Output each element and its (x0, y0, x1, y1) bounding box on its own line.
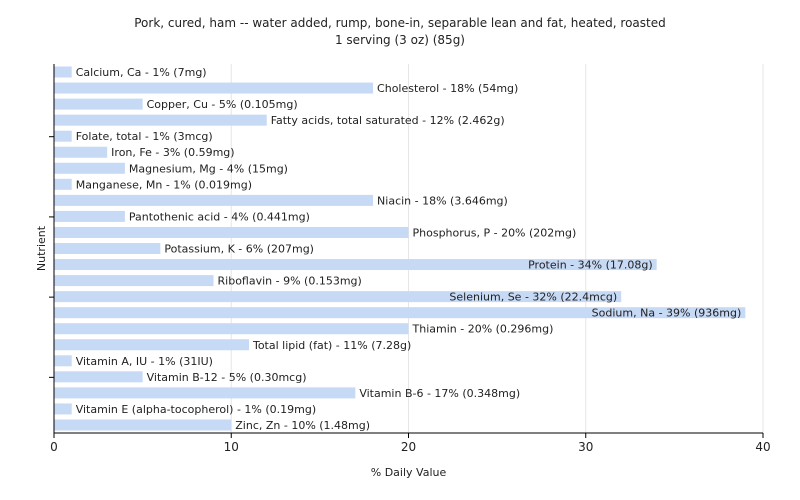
bar-label: Potassium, K - 6% (207mg) (164, 243, 314, 256)
bar-label: Fatty acids, total saturated - 12% (2.46… (271, 114, 505, 127)
bar (54, 419, 232, 431)
bar-label: Phosphorus, P - 20% (202mg) (413, 226, 577, 239)
bar (54, 323, 409, 335)
bar-label: Cholesterol - 18% (54mg) (377, 82, 518, 95)
x-tick-label: 40 (755, 440, 770, 454)
bar (54, 130, 72, 142)
bar (54, 82, 374, 94)
bar (54, 226, 409, 238)
y-axis-title: Nutrient (35, 225, 48, 271)
bar-label: Protein - 34% (17.08g) (528, 259, 653, 272)
bar (54, 98, 143, 110)
bar-label: Magnesium, Mg - 4% (15mg) (129, 162, 288, 175)
bar (54, 114, 267, 126)
bar-label: Calcium, Ca - 1% (7mg) (76, 66, 207, 79)
bar (54, 387, 356, 399)
bar-label: Folate, total - 1% (3mcg) (76, 130, 213, 143)
bar (54, 162, 125, 174)
bar-label: Copper, Cu - 5% (0.105mg) (147, 98, 298, 111)
bar-label: Sodium, Na - 39% (936mg) (592, 307, 742, 320)
bar (54, 243, 161, 254)
bar (54, 403, 72, 415)
x-tick-label: 10 (224, 440, 239, 454)
chart-subtitle: 1 serving (3 oz) (85g) (334, 33, 465, 47)
bar-label: Vitamin E (alpha-tocopherol) - 1% (0.19m… (76, 403, 316, 416)
bar-label: Zinc, Zn - 10% (1.48mg) (235, 419, 370, 432)
bar-label: Selenium, Se - 32% (22.4mcg) (449, 291, 617, 304)
bar-label: Total lipid (fat) - 11% (7.28g) (252, 339, 411, 352)
bar (54, 275, 214, 287)
x-tick-label: 20 (401, 440, 416, 454)
bar-label: Manganese, Mn - 1% (0.019mg) (76, 178, 252, 191)
bar-label: Vitamin A, IU - 1% (31IU) (76, 355, 213, 368)
x-tick-label: 0 (50, 440, 58, 454)
bar (54, 178, 72, 190)
bar-label: Vitamin B-12 - 5% (0.30mcg) (147, 371, 307, 384)
bar-label: Vitamin B-6 - 17% (0.348mg) (359, 387, 520, 400)
x-tick-label: 30 (578, 440, 593, 454)
bar (54, 259, 657, 271)
bar-label: Pantothenic acid - 4% (0.441mg) (129, 210, 310, 223)
bar-label: Thiamin - 20% (0.296mg) (412, 323, 554, 336)
bar (54, 146, 108, 158)
bar-label: Iron, Fe - 3% (0.59mg) (111, 146, 234, 159)
bar (54, 371, 143, 383)
bar (54, 194, 374, 206)
bar (54, 307, 746, 319)
bar (54, 66, 72, 78)
bar (54, 339, 249, 351)
bar-label: Riboflavin - 9% (0.153mg) (218, 275, 362, 288)
bar-label: Niacin - 18% (3.646mg) (377, 194, 508, 207)
bar (54, 291, 622, 303)
bar (54, 210, 125, 222)
bar (54, 355, 72, 367)
x-axis-title: % Daily Value (371, 466, 447, 479)
chart-title: Pork, cured, ham -- water added, rump, b… (134, 16, 666, 30)
